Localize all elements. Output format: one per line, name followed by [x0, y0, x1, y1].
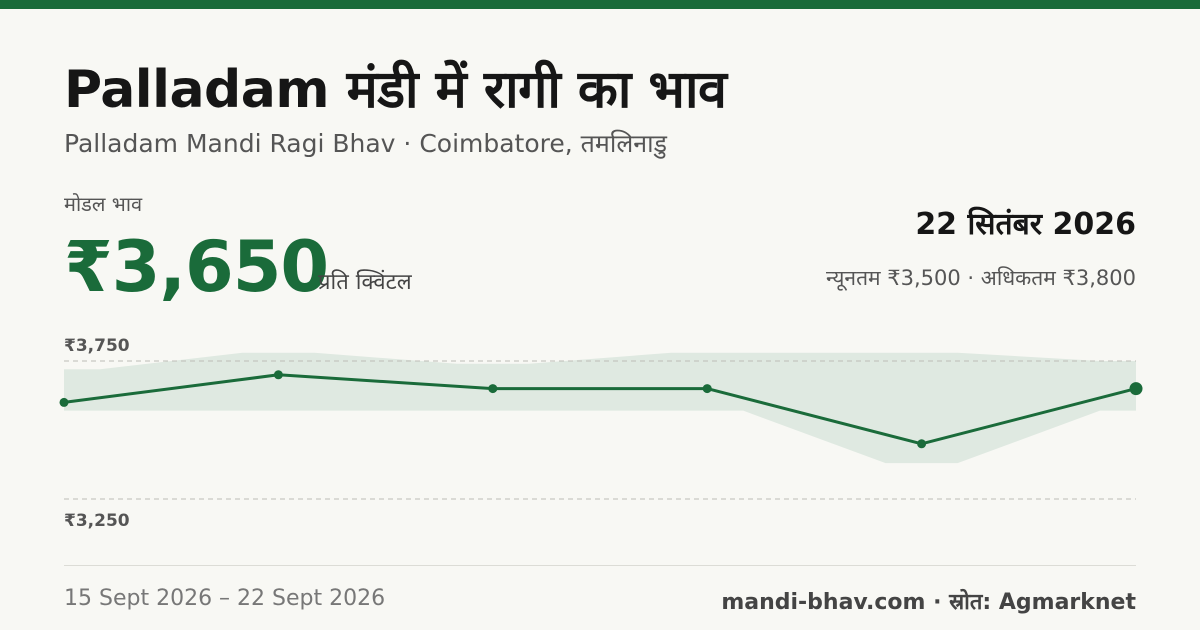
page-title: Palladam मंडी में रागी का भाव [64, 60, 727, 120]
date-range: 15 Sept 2026 – 22 Sept 2026 [64, 586, 386, 611]
data-point [702, 384, 712, 394]
data-point [59, 397, 69, 407]
series-line [63, 373, 1137, 446]
modal-price-label: मोडल भाव [64, 192, 143, 216]
source-credit: mandi-bhav.com · स्रोत: Agmarknet [721, 590, 1136, 615]
y-tick-label: ₹3,250 [64, 511, 130, 531]
min-max-price: न्यूनतम ₹3,500 · अधिकतम ₹3,800 [826, 266, 1136, 290]
data-point [917, 439, 927, 449]
price-unit: प्रति क्विंटल [318, 270, 412, 295]
y-tick-label: ₹3,750 [64, 336, 130, 356]
data-point [273, 370, 283, 380]
latest-date: 22 सितंबर 2026 [915, 207, 1136, 242]
latest-data-point [1129, 382, 1143, 396]
footer-divider [64, 565, 1136, 566]
price-trend-chart: ₹3,750 ₹3,250 [59, 336, 1143, 531]
min-max-band [64, 352, 1136, 464]
page-subtitle: Palladam Mandi Ragi Bhav · Coimbatore, त… [64, 129, 668, 158]
data-point [488, 384, 498, 394]
top-accent-bar [0, 0, 1200, 9]
modal-price-value: ₹3,650 [64, 226, 329, 308]
